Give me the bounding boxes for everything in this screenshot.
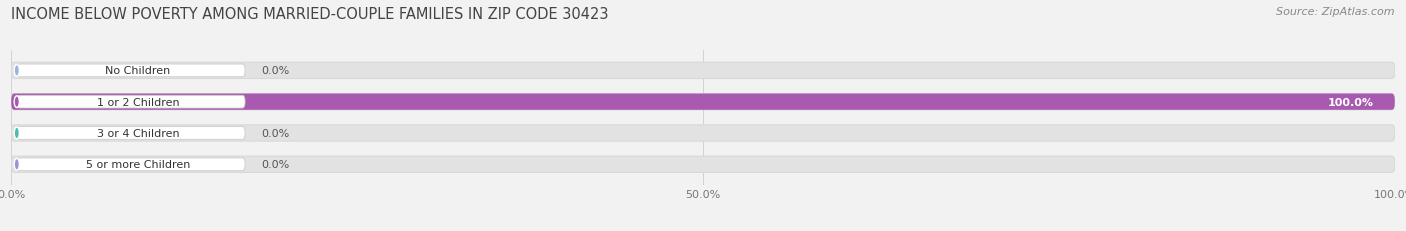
Text: 1 or 2 Children: 1 or 2 Children (97, 97, 179, 107)
Text: 100.0%: 100.0% (1329, 97, 1374, 107)
FancyBboxPatch shape (11, 156, 1395, 173)
Text: INCOME BELOW POVERTY AMONG MARRIED-COUPLE FAMILIES IN ZIP CODE 30423: INCOME BELOW POVERTY AMONG MARRIED-COUPL… (11, 7, 609, 22)
FancyBboxPatch shape (11, 94, 1395, 110)
FancyBboxPatch shape (11, 94, 1395, 110)
Text: Source: ZipAtlas.com: Source: ZipAtlas.com (1277, 7, 1395, 17)
FancyBboxPatch shape (11, 125, 1395, 142)
FancyBboxPatch shape (17, 65, 245, 77)
FancyBboxPatch shape (17, 158, 245, 171)
Text: 3 or 4 Children: 3 or 4 Children (97, 128, 179, 138)
Text: 5 or more Children: 5 or more Children (86, 160, 190, 170)
Text: 0.0%: 0.0% (262, 66, 290, 76)
Text: 0.0%: 0.0% (262, 160, 290, 170)
Text: No Children: No Children (105, 66, 170, 76)
Circle shape (14, 128, 20, 139)
FancyBboxPatch shape (11, 63, 1395, 79)
FancyBboxPatch shape (17, 127, 245, 140)
Circle shape (14, 159, 20, 170)
Text: 0.0%: 0.0% (262, 128, 290, 138)
FancyBboxPatch shape (17, 96, 245, 109)
Circle shape (14, 65, 20, 77)
Circle shape (14, 96, 20, 108)
